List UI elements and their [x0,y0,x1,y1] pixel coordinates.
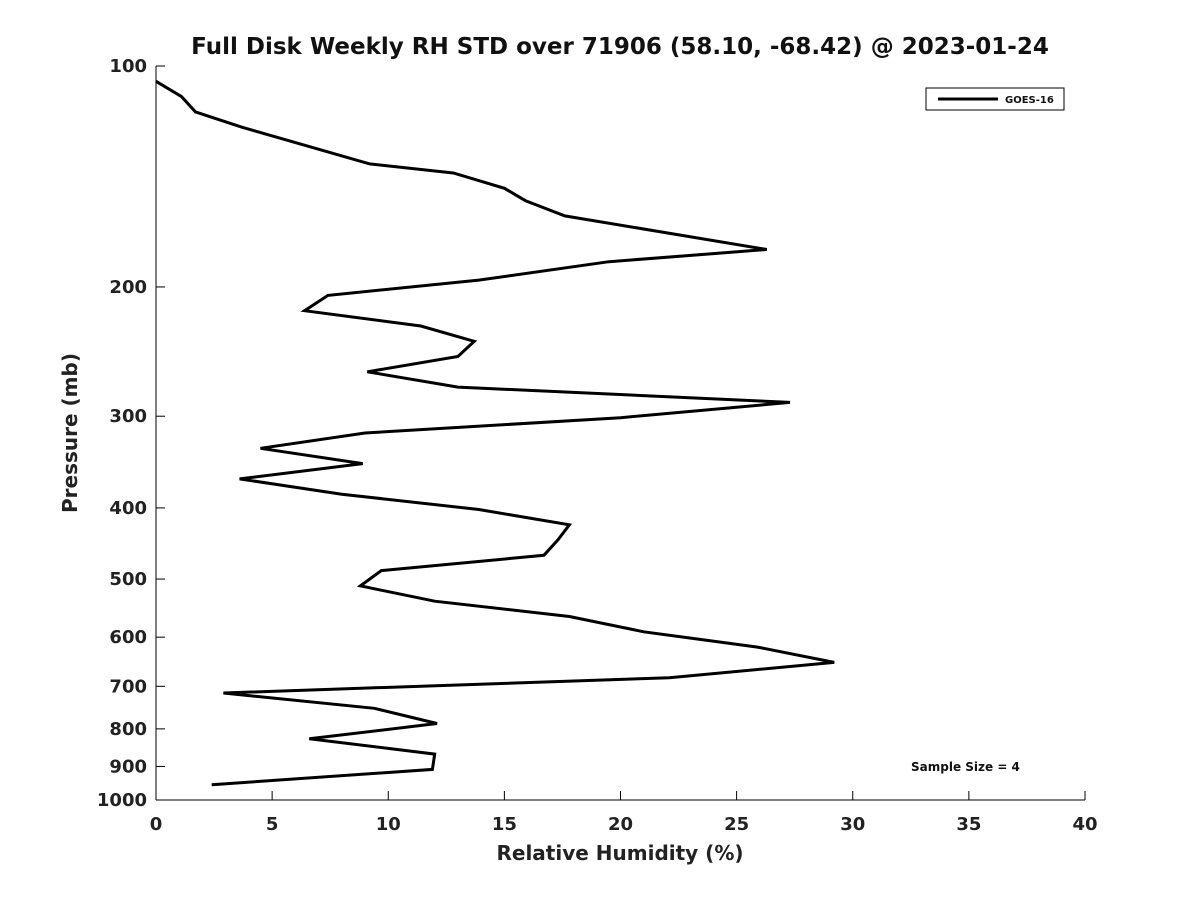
series-line-0 [155,80,835,787]
y-tick-label: 300 [109,406,147,427]
y-tick-label: 700 [109,676,147,697]
x-tick-label: 40 [1072,814,1097,835]
x-tick-label: 5 [266,814,279,835]
y-tick-label: 900 [109,756,147,777]
y-tick-label: 400 [109,498,147,519]
y-tick-label: 1000 [97,790,147,811]
x-axis-label: Relative Humidity (%) [496,841,743,865]
series-layer [155,80,835,787]
x-tick-label: 30 [840,814,865,835]
y-ticks: 100 200 300 400 500 600 700 800 900 1000 [97,56,165,811]
x-tick-label: 25 [724,814,749,835]
legend-label: GOES-16 [1005,95,1054,106]
y-tick-label: 100 [109,56,147,77]
y-tick-label: 600 [109,627,147,648]
sample-size-annotation: Sample Size = 4 [911,760,1020,774]
chart-title: Full Disk Weekly RH STD over 71906 (58.1… [191,34,1049,60]
y-tick-label: 200 [109,277,147,298]
y-axis-label: Pressure (mb) [58,353,82,513]
x-tick-label: 15 [492,814,517,835]
x-tick-label: 35 [956,814,981,835]
x-tick-label: 10 [376,814,401,835]
legend: GOES-16 [925,87,1065,111]
x-tick-label: 20 [608,814,633,835]
y-tick-label: 500 [109,569,147,590]
y-tick-label: 800 [109,719,147,740]
x-ticks: 0 5 10 15 20 25 30 35 40 [150,791,1098,835]
x-tick-label: 0 [150,814,163,835]
